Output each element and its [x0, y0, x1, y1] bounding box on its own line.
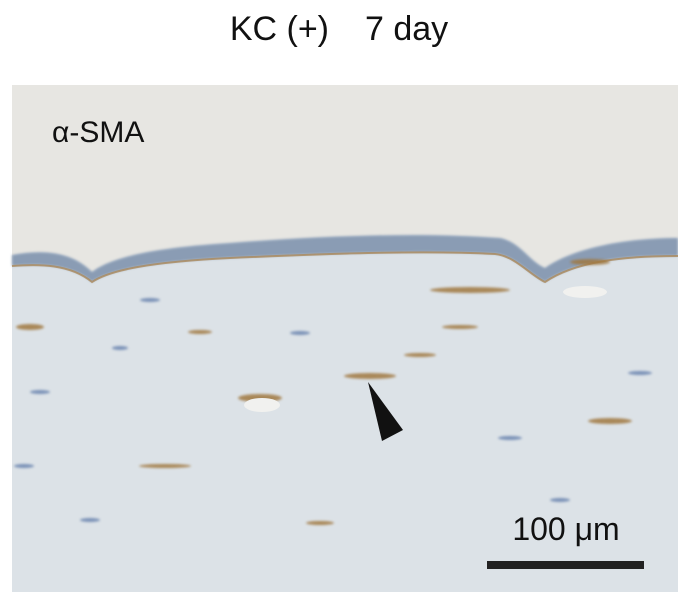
fibroblast: [430, 287, 510, 293]
nucleus: [628, 371, 652, 375]
fibroblast: [344, 373, 396, 379]
nucleus: [140, 298, 160, 302]
fibroblast: [139, 464, 191, 468]
fibroblast: [404, 353, 436, 357]
cleft: [244, 398, 280, 412]
scale-bar: [487, 561, 644, 569]
nucleus: [80, 518, 100, 522]
nucleus: [30, 390, 50, 394]
nucleus: [290, 331, 310, 335]
fibroblast: [306, 521, 334, 525]
nucleus: [550, 498, 570, 502]
nucleus: [112, 346, 128, 350]
nucleus: [498, 436, 522, 440]
fibroblast: [588, 418, 632, 424]
micrograph: α-SMA 100 μm: [0, 0, 678, 592]
stain-label: α-SMA: [52, 116, 144, 149]
fibroblast: [570, 259, 610, 265]
nucleus: [14, 464, 34, 468]
cleft: [563, 286, 607, 298]
fibroblast: [188, 330, 212, 334]
page: KC (+)7 day α-SMA 100 μm (() => { const …: [0, 0, 678, 592]
scale-bar-label: 100 μm: [512, 511, 619, 547]
fibroblast: [16, 324, 44, 330]
fibroblast: [442, 325, 478, 329]
